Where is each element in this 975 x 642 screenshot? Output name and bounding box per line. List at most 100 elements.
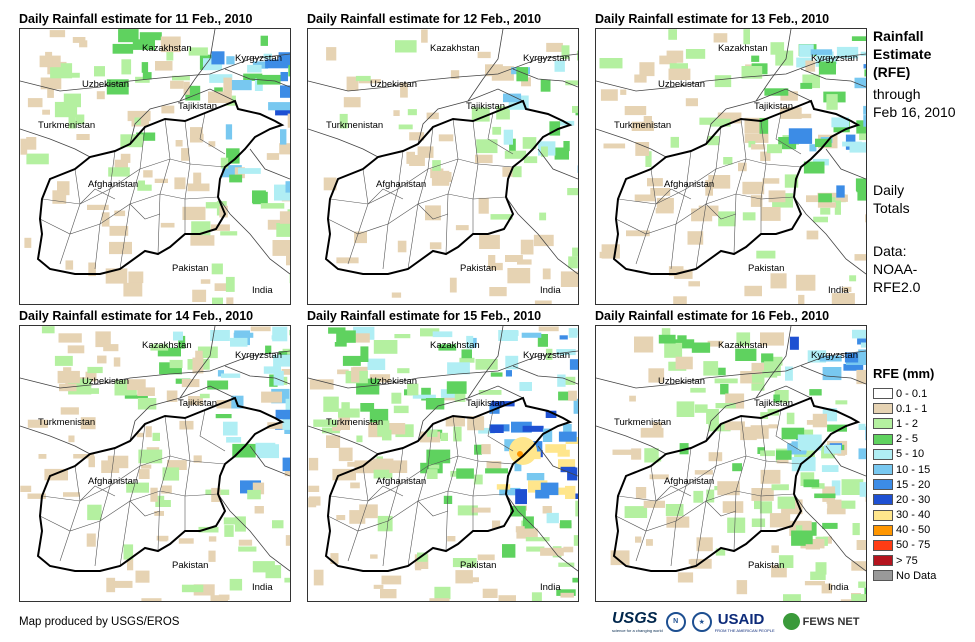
rain-cell	[803, 479, 820, 488]
rain-cell	[160, 36, 181, 53]
rain-cell	[799, 44, 814, 57]
rain-cell	[810, 571, 826, 580]
rain-cell	[471, 107, 490, 122]
rain-cell	[338, 447, 353, 462]
rain-cell	[561, 45, 570, 59]
source-line: NOAA-	[873, 261, 918, 277]
country-border	[793, 196, 866, 275]
rain-cell	[722, 501, 744, 513]
rain-cell	[694, 404, 708, 413]
country-label: Afghanistan	[88, 179, 138, 190]
rain-cell	[546, 512, 559, 524]
rain-cell	[369, 374, 391, 383]
rain-cell	[72, 37, 86, 43]
rain-cell	[805, 544, 820, 550]
province-border	[760, 417, 767, 531]
rain-cell	[677, 572, 694, 583]
rain-cell	[195, 350, 203, 359]
rain-cell	[646, 539, 653, 546]
rain-cell	[708, 423, 731, 432]
rain-cell	[389, 460, 408, 473]
afghanistan-outline	[324, 99, 573, 275]
country-label: Kyrgyzstan	[811, 53, 858, 64]
province-border	[655, 485, 692, 502]
rain-cell	[358, 79, 381, 84]
rain-cell	[52, 190, 67, 204]
rain-cell	[751, 144, 766, 150]
rain-cell	[217, 370, 224, 377]
province-border	[695, 126, 722, 270]
rain-cell	[791, 457, 816, 472]
rain-cell	[247, 64, 262, 73]
province-border	[367, 188, 404, 205]
rain-cell	[156, 535, 169, 541]
rain-cell	[717, 481, 740, 496]
rain-cell	[415, 557, 422, 571]
rain-cell	[373, 466, 393, 479]
heavy-rain-core	[509, 437, 537, 465]
rain-cell	[768, 190, 786, 203]
rain-cell	[106, 577, 116, 593]
rain-cell	[429, 242, 442, 250]
usaid-logo: USAID FROM THE AMERICAN PEOPLE	[715, 611, 775, 633]
rain-cell	[367, 358, 386, 370]
rain-cell	[690, 387, 706, 393]
country-border	[596, 350, 866, 389]
rain-cell	[826, 508, 846, 515]
province-border	[733, 415, 747, 552]
rain-cell	[175, 140, 183, 147]
country-border	[467, 29, 504, 102]
rain-cell	[434, 586, 451, 600]
legend-swatch	[873, 509, 893, 521]
rain-cell	[837, 451, 846, 456]
rain-cell	[279, 143, 290, 155]
rain-cell	[138, 449, 163, 464]
rain-cell	[714, 75, 732, 88]
rain-cell	[612, 449, 635, 455]
rain-cell	[533, 234, 554, 247]
country-label: Uzbekistan	[658, 79, 705, 90]
rain-cell	[223, 421, 238, 436]
rain-cell	[475, 154, 493, 164]
country-border	[224, 365, 290, 385]
province-border	[382, 150, 404, 270]
rain-cell	[456, 468, 474, 479]
rain-cell	[791, 530, 813, 546]
rain-cell	[634, 194, 656, 202]
rain-cell	[676, 401, 695, 417]
country-label: Pakistan	[172, 560, 208, 571]
rain-cell	[352, 366, 368, 375]
rain-cell	[257, 74, 281, 85]
rain-cell	[438, 344, 457, 351]
map-credit: Map produced by USGS/EROS	[19, 616, 180, 628]
rain-cell	[223, 77, 232, 93]
rain-cell	[60, 407, 79, 415]
rain-cell	[761, 353, 774, 363]
rain-cell	[207, 380, 229, 390]
rain-cell	[673, 296, 687, 304]
rainfall-map: Kazakhstan Kyrgyzstan Uzbekistan Tajikistan…	[19, 28, 291, 305]
province-border	[184, 120, 191, 234]
country-border	[800, 68, 866, 88]
rain-cell	[777, 58, 786, 64]
rain-cell	[323, 177, 337, 191]
rain-cell	[137, 180, 145, 188]
rain-cell	[685, 49, 706, 59]
province-border	[775, 112, 802, 155]
rain-cell	[467, 416, 485, 431]
rain-cell	[409, 155, 425, 166]
rain-cell	[512, 166, 522, 178]
rain-cell	[787, 443, 807, 455]
country-label: India	[540, 285, 561, 296]
rain-cell	[738, 162, 747, 172]
rain-cell	[192, 357, 204, 374]
rain-cell	[221, 373, 241, 378]
rain-cell	[58, 333, 82, 343]
rain-cell	[393, 405, 409, 414]
rain-cell	[280, 72, 288, 82]
province-border	[472, 120, 479, 234]
rain-cell	[278, 52, 290, 66]
province-border	[382, 447, 404, 567]
rain-cell	[539, 212, 547, 221]
rain-cell	[492, 126, 502, 135]
